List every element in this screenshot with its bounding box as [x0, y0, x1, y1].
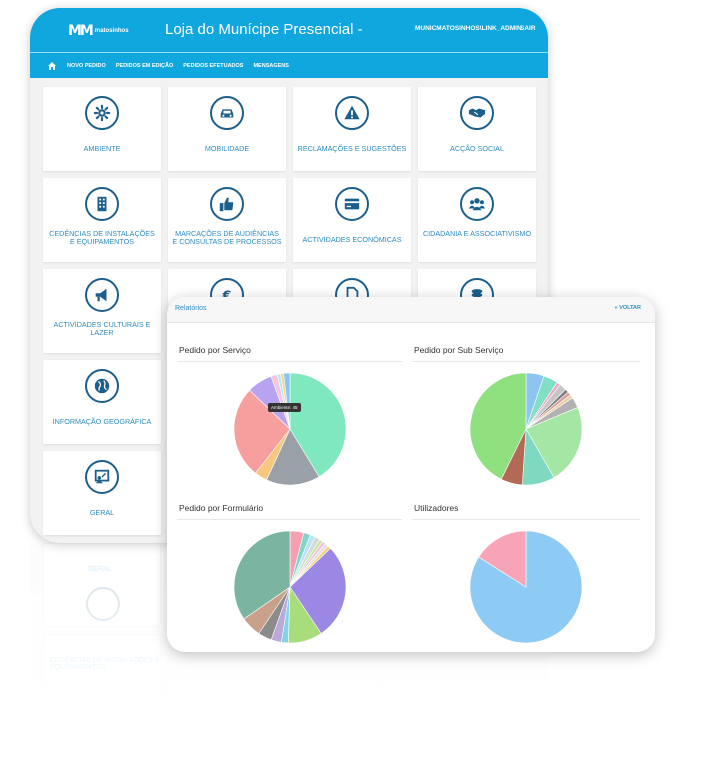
reflection-label: GERAL: [88, 566, 112, 573]
logo-text: matosinhos: [94, 28, 129, 34]
logo[interactable]: MM matosinhos: [68, 23, 129, 39]
pie-slice[interactable]: [289, 372, 347, 478]
panel-divider: [412, 361, 640, 362]
panel-title-utilizadores: Utilizadores: [414, 503, 459, 513]
home-icon[interactable]: [47, 61, 57, 71]
panel-title-sub-servico: Pedido por Sub Serviço: [414, 345, 504, 355]
users-icon: [460, 187, 494, 221]
pie-chart-utilizadores[interactable]: [468, 529, 584, 645]
gear-icon: [85, 96, 119, 130]
pie-slice[interactable]: [469, 372, 527, 480]
pie-chart-servico[interactable]: [232, 371, 348, 487]
pie-slice[interactable]: [469, 530, 583, 644]
tile-actividades-economicas[interactable]: ACTIVIDADES ECONÓMICAS: [293, 178, 411, 262]
tile-cedencias[interactable]: CEDÊNCIAS DE INSTALAÇÕES E EQUIPAMENTOS: [43, 178, 161, 262]
tile-reclamacoes[interactable]: RECLAMAÇÕES E SUGESTÕES: [293, 87, 411, 171]
pie-slice[interactable]: [233, 530, 291, 620]
reports-title: Relatórios: [175, 305, 207, 312]
globe-icon: [85, 369, 119, 403]
tile-label: ACÇÃO SOCIAL: [450, 144, 504, 153]
nav-pedidos-em-edicao[interactable]: PEDIDOS EM EDIÇÃO: [115, 62, 174, 69]
pie-chart-formulario[interactable]: [232, 529, 348, 645]
pie-slice[interactable]: [266, 428, 320, 486]
panel-title-formulario: Pedido por Formulário: [179, 503, 264, 513]
megaphone-icon: [85, 278, 119, 312]
pie-slice[interactable]: [233, 389, 291, 474]
nav-novo-pedido[interactable]: NOVO PEDIDO: [67, 62, 106, 69]
tile-label: ACTIVIDADES CULTURAIS E LAZER: [53, 320, 151, 338]
panel-divider: [177, 361, 402, 362]
logout-link[interactable]: SAIR: [520, 25, 536, 32]
presentation-icon: [86, 587, 120, 621]
tile-label: GERAL: [89, 508, 115, 517]
reflection-label: CEDÊNCIAS DE INSTALAÇÕES E EQUIPAMENTOS: [50, 657, 160, 671]
tile-label: AMBIENTE: [83, 144, 121, 153]
user-name[interactable]: MUNICMATOSINHOS\LINK_ADMIN: [415, 25, 522, 32]
panel-divider: [177, 519, 402, 520]
reflection-tile: CEDÊNCIAS DE INSTALAÇÕES E EQUIPAMENTOS: [43, 634, 161, 718]
chart-tooltip: Ambiente: 45: [268, 403, 301, 412]
thumbs-up-icon: [210, 187, 244, 221]
tile-label: CIDADANIA E ASSOCIATIVISMO: [422, 229, 532, 238]
car-icon: [210, 96, 244, 130]
tile-accao-social[interactable]: ACÇÃO SOCIAL: [418, 87, 536, 171]
nav-pedidos-efetuados[interactable]: PEDIDOS EFETUADOS: [183, 62, 244, 69]
top-bar: MM matosinhos Loja do Munícipe Presencia…: [30, 8, 548, 52]
panel-title-servico: Pedido por Serviço: [179, 345, 251, 355]
panel-divider: [412, 519, 640, 520]
reports-header: Relatórios « VOLTAR: [167, 297, 655, 323]
tile-informacao-geografica[interactable]: INFORMAÇÃO GEOGRÁFICA: [43, 360, 161, 444]
tile-cidadania[interactable]: CIDADANIA E ASSOCIATIVISMO: [418, 178, 536, 262]
logo-mark: MM: [68, 23, 94, 39]
tile-label: MARCAÇÕES DE AUDIÊNCIAS E CONSULTAS DE P…: [172, 229, 282, 247]
tile-label: INFORMAÇÃO GEOGRÁFICA: [52, 417, 152, 426]
pie-slice[interactable]: [283, 372, 291, 430]
warning-icon: [335, 96, 369, 130]
tile-label: ACTIVIDADES ECONÓMICAS: [302, 235, 402, 244]
pie-chart-sub-servico[interactable]: [468, 371, 584, 487]
credit-card-icon: [335, 187, 369, 221]
nav-bar: NOVO PEDIDO PEDIDOS EM EDIÇÃO PEDIDOS EF…: [30, 52, 548, 78]
tile-geral[interactable]: GERAL: [43, 451, 161, 535]
app-title: Loja do Munícipe Presencial -: [165, 21, 363, 38]
back-link[interactable]: « VOLTAR: [614, 305, 641, 311]
pie-slice[interactable]: [478, 530, 527, 588]
svg-text:€: €: [222, 288, 232, 303]
tile-mobilidade[interactable]: MOBILIDADE: [168, 87, 286, 171]
tile-label: CEDÊNCIAS DE INSTALAÇÕES E EQUIPAMENTOS: [49, 229, 155, 247]
tile-label: MOBILIDADE: [204, 144, 250, 153]
tile-label: RECLAMAÇÕES E SUGESTÕES: [297, 144, 407, 153]
tile-marcacoes[interactable]: MARCAÇÕES DE AUDIÊNCIAS E CONSULTAS DE P…: [168, 178, 286, 262]
building-icon: [85, 187, 119, 221]
pie-slice[interactable]: [289, 547, 347, 634]
reports-window: Relatórios « VOLTAR Pedido por Serviço P…: [167, 297, 655, 652]
pie-slice[interactable]: [525, 407, 583, 478]
presentation-icon: [85, 460, 119, 494]
handshake-icon: [460, 96, 494, 130]
nav-mensagens[interactable]: MENSAGENS: [253, 62, 289, 69]
tile-ambiente[interactable]: AMBIENTE: [43, 87, 161, 171]
tile-actividades-culturais[interactable]: ACTIVIDADES CULTURAIS E LAZER: [43, 269, 161, 353]
reflection-tile: GERAL: [43, 543, 161, 627]
